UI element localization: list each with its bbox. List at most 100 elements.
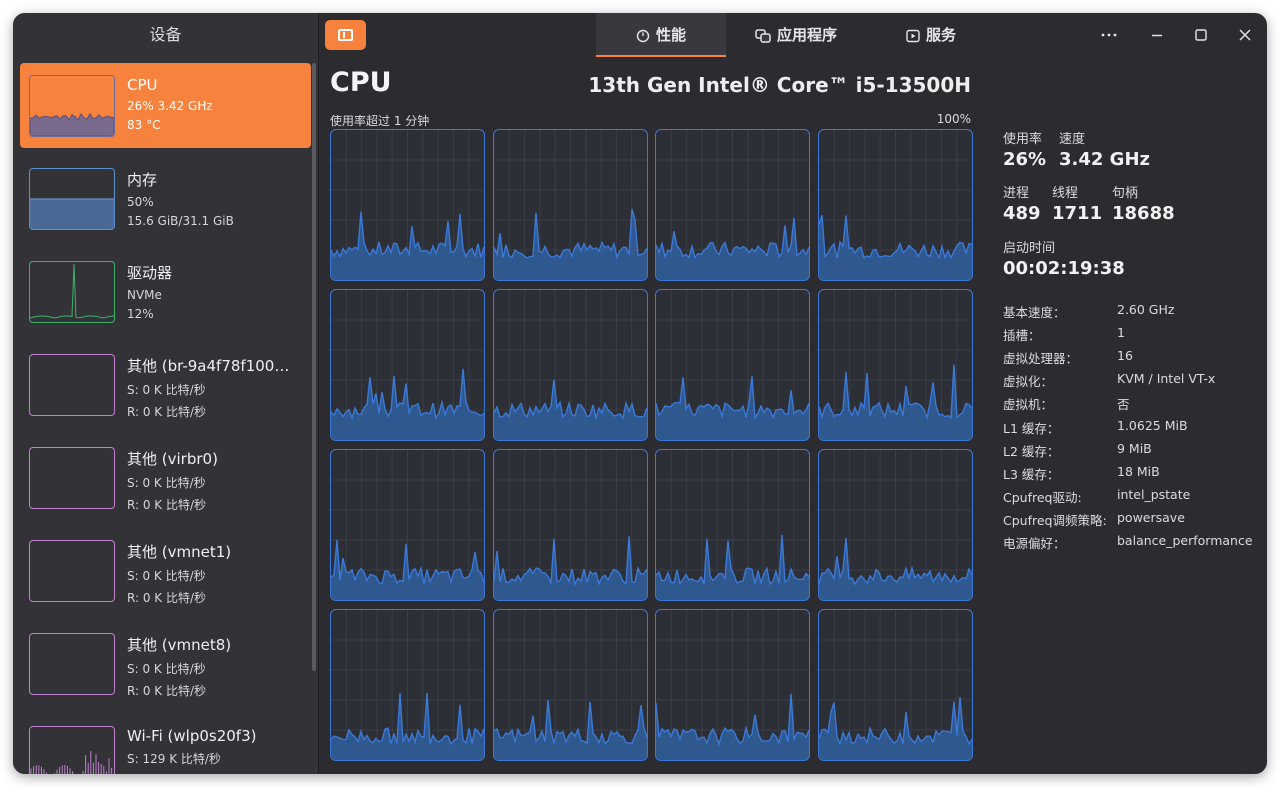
spec-value: powersave bbox=[1117, 509, 1185, 525]
device-detail-2: R: 5.16 M 比特/秒 bbox=[127, 772, 307, 774]
sidebar-scrollbar[interactable] bbox=[312, 63, 316, 671]
spec-value: 1 bbox=[1117, 325, 1125, 341]
device-detail-2: R: 0 K 比特/秒 bbox=[127, 498, 207, 512]
device-detail-2: R: 0 K 比特/秒 bbox=[127, 684, 207, 698]
core-usage-graph bbox=[818, 609, 973, 761]
device-detail-1: S: 0 K 比特/秒 bbox=[127, 662, 206, 676]
maximize-icon[interactable] bbox=[1191, 25, 1211, 45]
spec-label: L2 缓存： bbox=[1003, 443, 1060, 459]
spec-value: balance_performance bbox=[1117, 533, 1253, 548]
tab-services[interactable]: 服务 bbox=[886, 13, 976, 57]
core-usage-graph bbox=[655, 129, 810, 281]
spec-label: Cpufreq驱动: bbox=[1003, 489, 1082, 505]
device-detail-1: S: 0 K 比特/秒 bbox=[127, 476, 206, 490]
close-icon[interactable] bbox=[1235, 25, 1255, 45]
device-name: 其他 (br-9a4f78f100… bbox=[127, 357, 290, 375]
device-text: CPU 26% 3.42 GHz 83 °C bbox=[127, 76, 307, 132]
sidebar-device-item[interactable]: 其他 (vmnet8) S: 0 K 比特/秒 R: 0 K 比特/秒 bbox=[20, 621, 311, 706]
tab-performance[interactable]: 性能 bbox=[596, 13, 726, 57]
core-usage-graph bbox=[655, 289, 810, 441]
device-name: Wi-Fi (wlp0s20f3) bbox=[127, 727, 257, 745]
processes-label: 进程 bbox=[1003, 186, 1030, 201]
device-text: 内存 50% 15.6 GiB/31.1 GiB bbox=[127, 169, 307, 228]
device-name: 其他 (virbr0) bbox=[127, 450, 218, 468]
core-usage-graph bbox=[493, 129, 648, 281]
sidebar-device-item[interactable]: CPU 26% 3.42 GHz 83 °C bbox=[20, 63, 311, 148]
device-detail-1: 50% bbox=[127, 195, 154, 209]
spec-value: 18 MiB bbox=[1117, 463, 1160, 479]
sidebar-icon bbox=[338, 29, 353, 41]
spec-value: 9 MiB bbox=[1117, 440, 1152, 456]
device-list: CPU 26% 3.42 GHz 83 °C 内存 50% 15.6 GiB/31.1 G… bbox=[20, 63, 311, 774]
device-name: 内存 bbox=[127, 171, 158, 189]
sidebar-device-item[interactable]: 其他 (virbr0) S: 0 K 比特/秒 R: 0 K 比特/秒 bbox=[20, 435, 311, 520]
spec-label: 虚拟机： bbox=[1003, 397, 1054, 413]
device-name: 驱动器 bbox=[127, 264, 173, 282]
page-title: CPU bbox=[330, 67, 392, 98]
spec-value: KVM / Intel VT-x bbox=[1117, 371, 1216, 387]
uptime-value: 00:02:19:38 bbox=[1003, 258, 1125, 279]
sidebar-device-item[interactable]: Wi-Fi (wlp0s20f3) S: 129 K 比特/秒 R: 5.16 M … bbox=[20, 714, 311, 774]
device-detail-2: 12% bbox=[127, 307, 154, 321]
device-thumbnail-graph bbox=[29, 261, 115, 323]
threads-value: 1711 bbox=[1052, 203, 1103, 224]
spec-label: 虚拟处理器： bbox=[1003, 351, 1079, 367]
spec-label: Cpufreq调频策略: bbox=[1003, 512, 1107, 528]
device-detail-1: NVMe bbox=[127, 288, 162, 302]
device-detail-2: 83 °C bbox=[127, 118, 161, 132]
processes-value: 489 bbox=[1003, 203, 1041, 224]
device-thumbnail-graph bbox=[29, 726, 115, 774]
gauge-icon bbox=[636, 29, 650, 42]
core-usage-graph bbox=[330, 609, 485, 761]
device-text: 其他 (br-9a4f78f100… S: 0 K 比特/秒 R: 0 K 比特/秒 bbox=[127, 355, 307, 420]
core-usage-graph bbox=[818, 449, 973, 601]
device-thumbnail-graph bbox=[29, 168, 115, 230]
spec-label: 基本速度： bbox=[1003, 305, 1066, 320]
spec-label: L1 缓存： bbox=[1003, 420, 1060, 436]
device-thumbnail-graph bbox=[29, 447, 115, 509]
spec-value: intel_pstate bbox=[1117, 486, 1191, 502]
spec-label: 电源偏好： bbox=[1003, 536, 1066, 551]
tab-services-label: 服务 bbox=[925, 26, 956, 44]
sidebar-device-item[interactable]: 其他 (br-9a4f78f100… S: 0 K 比特/秒 R: 0 K 比特/秒 bbox=[20, 342, 311, 427]
spec-label: 虚拟化： bbox=[1003, 374, 1054, 390]
tab-apps[interactable]: 应用程序 bbox=[736, 13, 856, 57]
service-icon bbox=[906, 29, 920, 42]
device-text: Wi-Fi (wlp0s20f3) S: 129 K 比特/秒 R: 5.16 M … bbox=[127, 727, 307, 774]
cpu-model: 13th Gen Intel® Core™ i5-13500H bbox=[588, 73, 971, 97]
device-thumbnail-graph bbox=[29, 354, 115, 416]
device-detail-2: R: 0 K 比特/秒 bbox=[127, 405, 207, 419]
device-detail-1: S: 129 K 比特/秒 bbox=[127, 752, 221, 766]
usage-label: 使用率 bbox=[1003, 132, 1043, 147]
core-usage-graph bbox=[655, 609, 810, 761]
minimize-icon[interactable] bbox=[1147, 25, 1167, 45]
sidebar-title: 设备 bbox=[149, 25, 182, 44]
sidebar-device-item[interactable]: 内存 50% 15.6 GiB/31.1 GiB bbox=[20, 156, 311, 241]
apps-icon bbox=[755, 28, 771, 43]
device-detail-1: 26% 3.42 GHz bbox=[127, 99, 213, 113]
sidebar-device-item[interactable]: 其他 (vmnet1) S: 0 K 比特/秒 R: 0 K 比特/秒 bbox=[20, 528, 311, 613]
device-detail-1: S: 0 K 比特/秒 bbox=[127, 569, 206, 583]
sidebar-device-item[interactable]: 驱动器 NVMe 12% bbox=[20, 249, 311, 334]
handles-value: 18688 bbox=[1112, 203, 1175, 224]
sidebar-toggle-button[interactable] bbox=[325, 20, 366, 50]
usage-caption: 使用率超过 1 分钟 bbox=[330, 114, 430, 128]
core-usage-graph bbox=[493, 609, 648, 761]
core-usage-graph bbox=[493, 289, 648, 441]
spec-label: L3 缓存： bbox=[1003, 466, 1060, 482]
core-usage-graph bbox=[330, 289, 485, 441]
core-usage-graph bbox=[818, 289, 973, 441]
device-name: CPU bbox=[127, 76, 158, 94]
device-detail-2: 15.6 GiB/31.1 GiB bbox=[127, 214, 234, 228]
core-usage-graph bbox=[330, 449, 485, 601]
tab-apps-label: 应用程序 bbox=[776, 26, 837, 44]
spec-value: 16 bbox=[1117, 348, 1133, 364]
speed-value: 3.42 GHz bbox=[1059, 149, 1150, 170]
more-menu-icon[interactable] bbox=[1099, 25, 1119, 45]
device-name: 其他 (vmnet8) bbox=[127, 636, 232, 654]
device-text: 驱动器 NVMe 12% bbox=[127, 262, 307, 321]
device-text: 其他 (vmnet1) S: 0 K 比特/秒 R: 0 K 比特/秒 bbox=[127, 541, 307, 606]
handles-label: 句柄 bbox=[1112, 186, 1139, 201]
spec-label: 插槽： bbox=[1003, 328, 1041, 344]
device-text: 其他 (vmnet8) S: 0 K 比特/秒 R: 0 K 比特/秒 bbox=[127, 634, 307, 699]
